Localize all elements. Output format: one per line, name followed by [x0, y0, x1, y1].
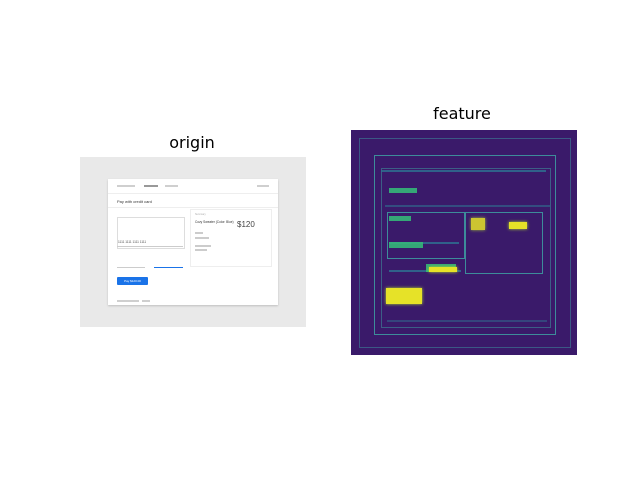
summary-price: $120: [237, 220, 255, 229]
field-label: [117, 212, 118, 215]
summary-detail: [195, 245, 211, 247]
breadcrumb-item[interactable]: [117, 185, 135, 187]
feature-activation: [389, 216, 411, 221]
feature-activation: [389, 242, 423, 248]
feature-edge: [359, 138, 571, 348]
summary-label: Summary: [195, 213, 206, 216]
cvc-underline: [154, 267, 183, 268]
name-placeholder: [120, 220, 121, 224]
feature-edge: [381, 170, 546, 172]
feature-title: feature: [433, 104, 491, 123]
feature-edge: [389, 270, 425, 272]
checkout-topbar: [108, 179, 278, 194]
feature-edge: [465, 212, 543, 274]
feature-edge: [381, 168, 551, 328]
checkout-card: Pay with credit card 1111 1111 1111 1111…: [108, 179, 278, 305]
feature-activation: [386, 288, 422, 304]
feature-edge: [385, 205, 550, 207]
name-field[interactable]: [117, 217, 185, 249]
card-number-field[interactable]: 1111 1111 1111 1111: [118, 240, 147, 244]
breadcrumb-item[interactable]: [165, 185, 178, 187]
feature-edge: [387, 320, 547, 322]
cvc-field[interactable]: [155, 262, 156, 266]
breadcrumb-item[interactable]: [144, 185, 158, 187]
feature-map: [351, 130, 577, 355]
feature-edge: [387, 212, 465, 259]
page-title: Pay with credit card: [117, 199, 152, 204]
pay-button[interactable]: Pay $120.00: [117, 277, 148, 285]
divider: [108, 207, 278, 208]
feature-edge: [389, 242, 459, 244]
summary-detail: [195, 237, 209, 239]
origin-image: Pay with credit card 1111 1111 1111 1111…: [80, 157, 306, 327]
order-summary: Summary Cozy Sweater (Color: Blue) $120: [190, 209, 272, 267]
field-label: [117, 234, 118, 237]
summary-detail: [195, 232, 203, 234]
expiry-field[interactable]: [118, 262, 119, 266]
feature-activation: [471, 218, 485, 230]
footer-link[interactable]: [142, 300, 150, 302]
card-number-underline: [117, 246, 183, 247]
feature-activation: [509, 222, 527, 229]
footer-link[interactable]: [117, 300, 139, 302]
summary-product: Cozy Sweater (Color: Blue): [195, 220, 234, 224]
summary-detail: [195, 249, 207, 251]
feature-activation: [429, 267, 457, 272]
origin-title: origin: [169, 133, 215, 152]
topbar-link[interactable]: [257, 185, 269, 187]
expiry-underline: [117, 267, 145, 268]
feature-activation: [389, 188, 417, 193]
feature-edge: [374, 155, 556, 335]
